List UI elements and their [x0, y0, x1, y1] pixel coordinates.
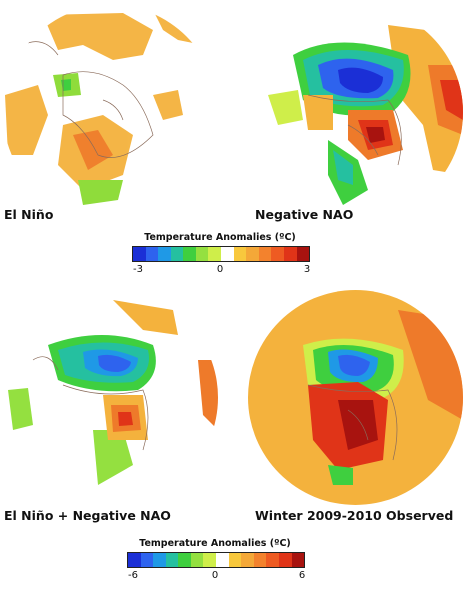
legend-top: Temperature Anomalies (ºC) -3 0 3	[110, 232, 330, 276]
legend-top-min: -3	[133, 264, 143, 275]
map-negative-nao	[248, 5, 463, 220]
legend-bottom-min: -6	[128, 570, 138, 581]
map-el-nino	[3, 5, 218, 220]
map-label-el-nino: El Niño	[4, 207, 54, 222]
negative-nao-anomaly-map	[268, 25, 463, 205]
map-label-el-nino-negative-nao: El Niño + Negative NAO	[4, 508, 171, 523]
legend-bottom-max: 6	[298, 570, 306, 581]
legend-top-title: Temperature Anomalies (ºC)	[144, 232, 296, 243]
legend-top-mid: 0	[216, 264, 224, 275]
map-el-nino-negative-nao	[3, 290, 218, 505]
legend-top-colorbar	[132, 246, 310, 262]
map-winter-2009-2010-observed	[248, 290, 463, 505]
legend-bottom-colorbar	[127, 552, 305, 568]
legend-bottom-mid: 0	[211, 570, 219, 581]
el-nino-negative-nao-anomaly-map	[8, 300, 218, 485]
el-nino-anomaly-map	[5, 10, 203, 205]
legend-bottom: Temperature Anomalies (ºC) -6 0 6	[105, 538, 325, 582]
legend-top-max: 3	[303, 264, 311, 275]
legend-bottom-title: Temperature Anomalies (ºC)	[139, 538, 291, 549]
winter-2009-2010-observed-anomaly-map	[248, 290, 463, 505]
map-label-negative-nao: Negative NAO	[255, 207, 354, 222]
map-label-winter-2009-2010-observed: Winter 2009-2010 Observed	[255, 508, 454, 523]
